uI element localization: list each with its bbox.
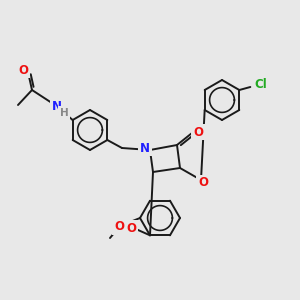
Text: O: O bbox=[114, 220, 124, 233]
Text: O: O bbox=[193, 125, 203, 139]
Text: O: O bbox=[198, 176, 208, 190]
Text: O: O bbox=[18, 64, 28, 76]
Text: Cl: Cl bbox=[254, 79, 267, 92]
Text: N: N bbox=[52, 100, 62, 113]
Text: H: H bbox=[60, 108, 68, 118]
Text: N: N bbox=[140, 142, 150, 154]
Text: O: O bbox=[126, 222, 136, 235]
